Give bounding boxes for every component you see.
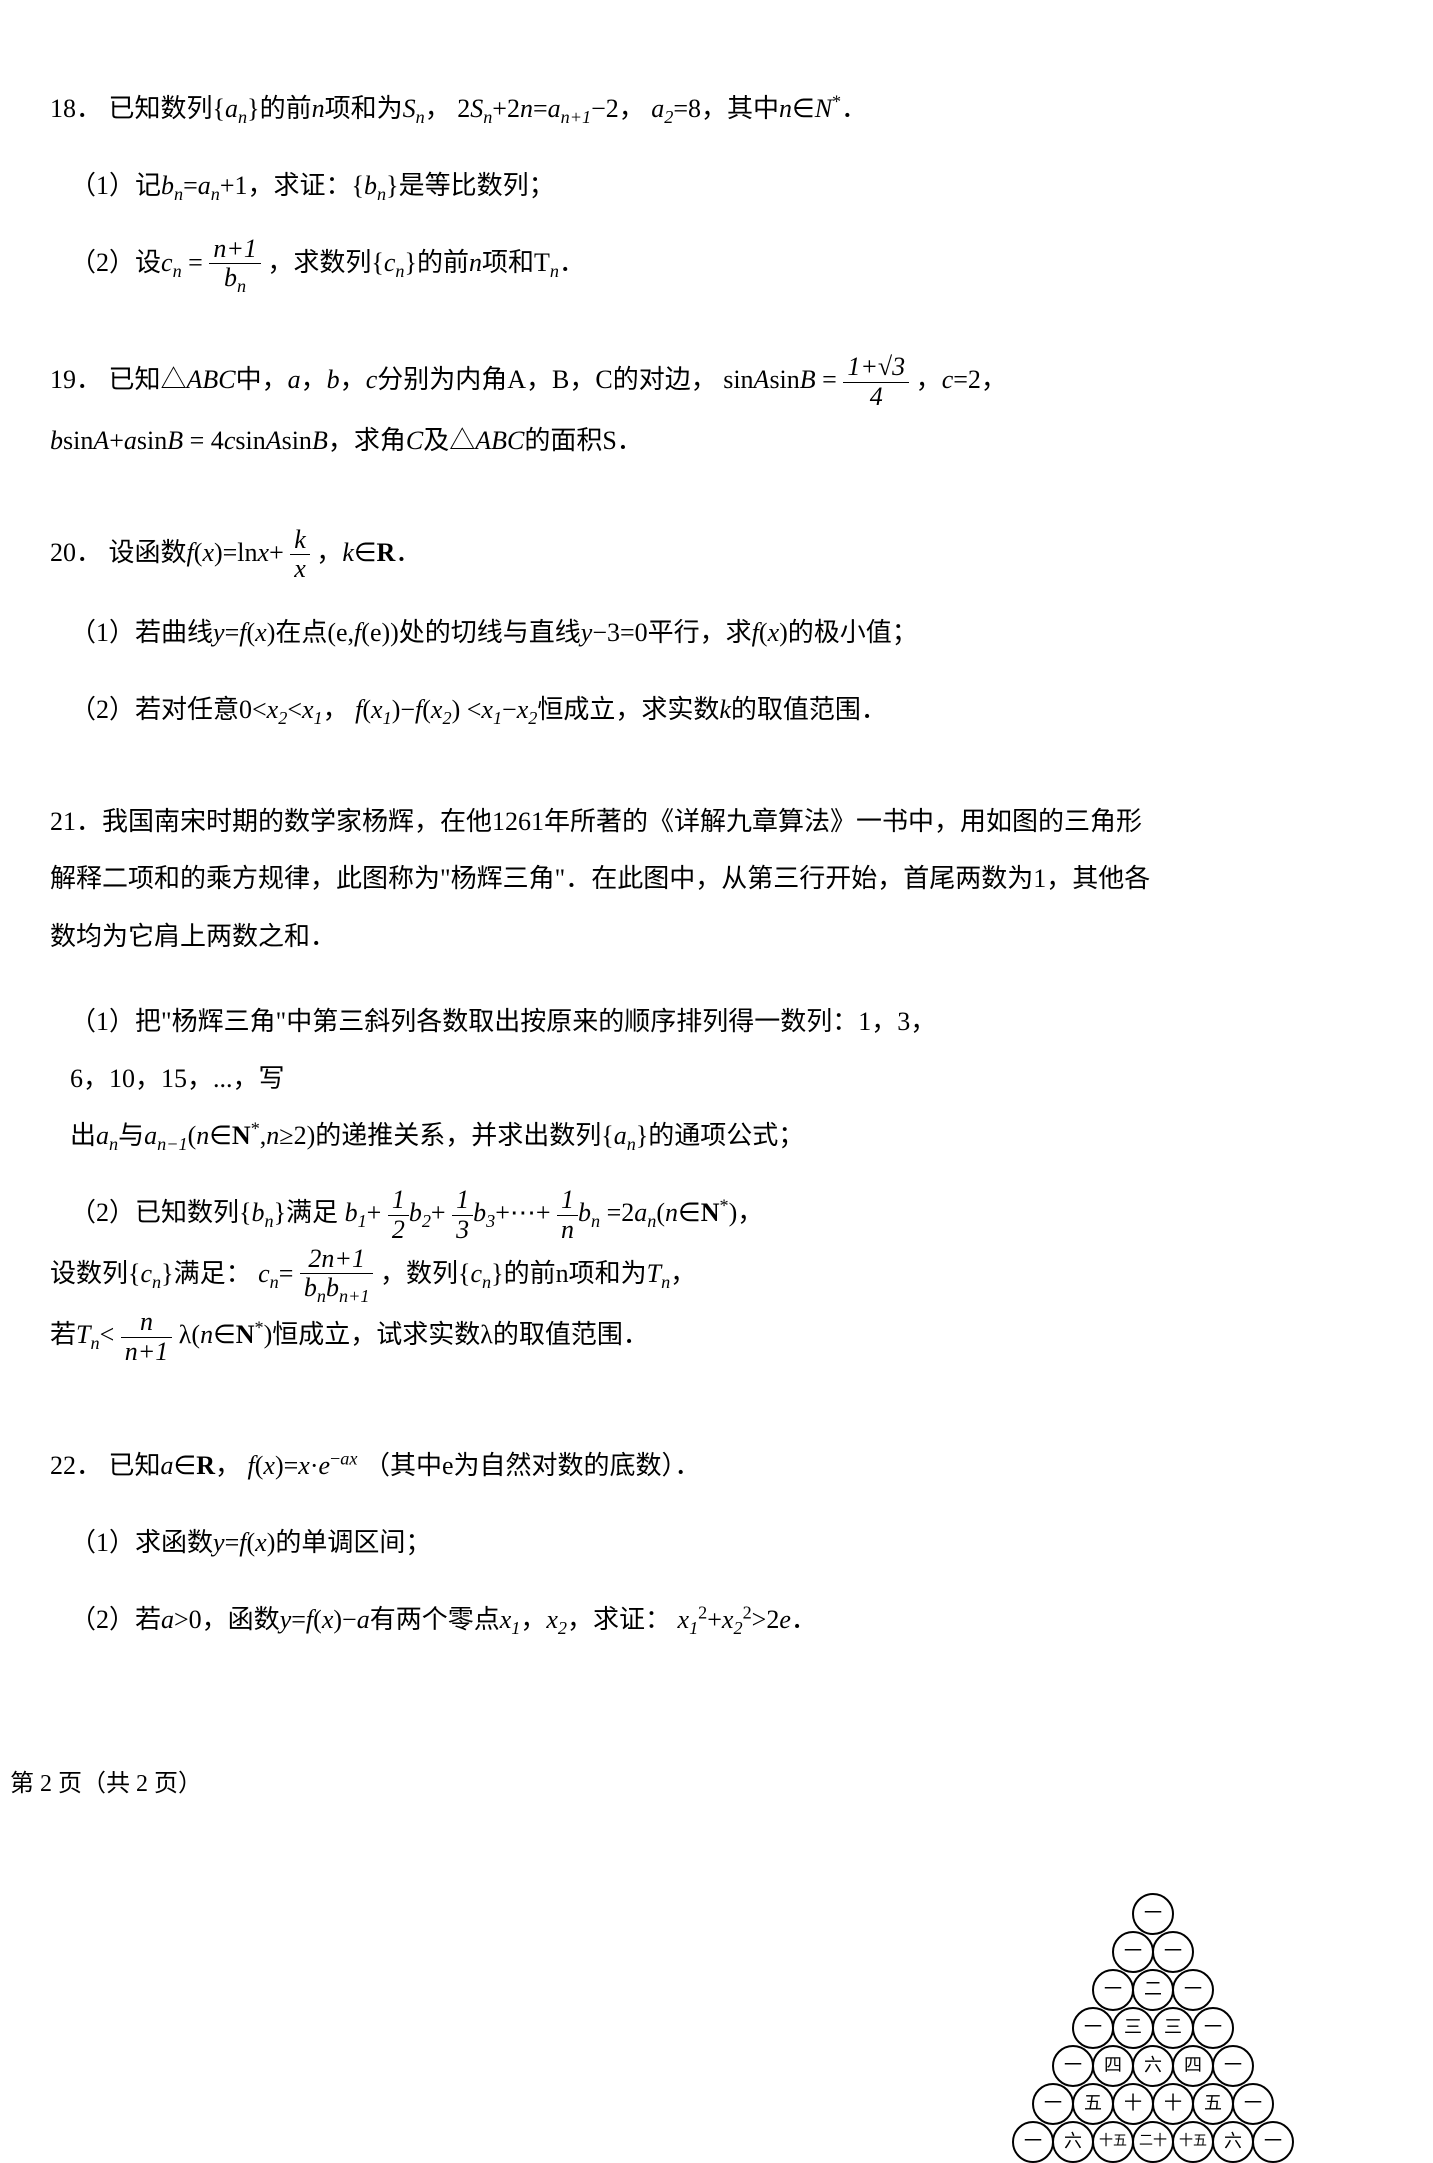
problem-stem: 20． 设函数f(x)=lnx+ kx ，k∈R． — [50, 524, 1383, 584]
page-footer: 第 2 页（共 2 页） — [10, 1758, 202, 1811]
triangle-node: 六 — [1052, 2121, 1094, 2163]
triangle-row: 一一 — [983, 1931, 1323, 1973]
triangle-node: 一 — [1092, 1969, 1134, 2011]
subproblem-20-1: （1）若曲线y=f(x)在点(e,f(e))处的切线与直线y−3=0平行，求f(… — [70, 604, 1383, 661]
triangle-node: 十 — [1152, 2083, 1194, 2125]
triangle-node: 一 — [1072, 2007, 1114, 2049]
triangle-node: 一 — [1052, 2045, 1094, 2087]
problem-stem: 21．我国南宋时期的数学家杨辉，在他1261年所著的《详解九章算法》一书中，用如… — [50, 793, 1383, 965]
triangle-node: 三 — [1152, 2007, 1194, 2049]
triangle-node: 十五 — [1172, 2121, 1214, 2163]
triangle-node: 一 — [1132, 1893, 1174, 1935]
problem-number: 19． — [50, 365, 102, 394]
problem-number: 21． — [50, 807, 102, 836]
triangle-node: 一 — [1172, 1969, 1214, 2011]
triangle-node: 一 — [1112, 1931, 1154, 1973]
subproblem-22-2: （2）若a>0，函数y=f(x)−a有两个零点x1，x2，求证： x12+x22… — [70, 1591, 1383, 1648]
triangle-node: 一 — [1012, 2121, 1054, 2163]
p21-part1-line1: （1）把"杨辉三角"中第三斜列各数取出按原来的顺序排列得一数列：1，3，6，10… — [70, 993, 970, 1107]
triangle-node: 一 — [1152, 1931, 1194, 1973]
triangle-node: 十 — [1112, 2083, 1154, 2125]
p21-stem-line3: 数均为它肩上两数之和． — [50, 908, 1383, 965]
triangle-node: 四 — [1092, 2045, 1134, 2087]
problem-number: 20． — [50, 538, 102, 567]
problem-19: 19． 已知△ABC中，a，b，c分别为内角A，B，C的对边， sinAsinB… — [50, 351, 1383, 468]
triangle-node: 二 — [1132, 1969, 1174, 2011]
subproblem-18-2: （2）设cn = n+1bn ，求数列{cn}的前n项和Tn． — [70, 234, 1383, 296]
triangle-node: 六 — [1132, 2045, 1174, 2087]
triangle-node: 五 — [1192, 2083, 1234, 2125]
problem-number: 22． — [50, 1451, 102, 1480]
triangle-node: 三 — [1112, 2007, 1154, 2049]
problem-21: 21．我国南宋时期的数学家杨辉，在他1261年所著的《详解九章算法》一书中，用如… — [50, 793, 1383, 1366]
problem-18: 18． 已知数列{an}的前n项和为Sn， 2Sn+2n=an+1−2， a2=… — [50, 80, 1383, 296]
subproblem-21-1: （1）把"杨辉三角"中第三斜列各数取出按原来的顺序排列得一数列：1，3，6，10… — [70, 993, 970, 1165]
triangle-node: 十五 — [1092, 2121, 1134, 2163]
problem-stem: 19． 已知△ABC中，a，b，c分别为内角A，B，C的对边， sinAsinB… — [50, 351, 1383, 411]
pascal-triangle-figure: 一一一一二一一三三一一四六四一一五十十五一一六十五二十十五六一 — [983, 1893, 1323, 2159]
triangle-row: 一三三一 — [983, 2007, 1323, 2049]
problem-stem: 22． 已知a∈R， f(x)=x·e−ax （其中e为自然对数的底数）． — [50, 1437, 1383, 1494]
p21-stem-line1: 我国南宋时期的数学家杨辉，在他1261年所著的《详解九章算法》一书中，用如图的三… — [102, 807, 1142, 836]
problem-stem: 18． 已知数列{an}的前n项和为Sn， 2Sn+2n=an+1−2， a2=… — [50, 80, 1383, 137]
triangle-node: 四 — [1172, 2045, 1214, 2087]
subproblem-18-1: （1）记bn=an+1，求证：{bn}是等比数列； — [70, 157, 1383, 214]
triangle-node: 一 — [1192, 2007, 1234, 2049]
triangle-row: 一五十十五一 — [983, 2083, 1323, 2125]
triangle-row: 一四六四一 — [983, 2045, 1323, 2087]
triangle-row: 一六十五二十十五六一 — [983, 2121, 1323, 2163]
subproblem-20-2: （2）若对任意0<x2<x1， f(x1)−f(x2) <x1−x2恒成立，求实… — [70, 681, 1383, 738]
triangle-row: 一 — [983, 1893, 1323, 1935]
problem-22: 22． 已知a∈R， f(x)=x·e−ax （其中e为自然对数的底数）． （1… — [50, 1437, 1383, 1649]
triangle-node: 一 — [1252, 2121, 1294, 2163]
p21-stem-line2: 解释二项和的乘方规律，此图称为"杨辉三角"．在此图中，从第三行开始，首尾两数为1… — [50, 850, 1383, 907]
problem-20: 20． 设函数f(x)=lnx+ kx ，k∈R． （1）若曲线y=f(x)在点… — [50, 524, 1383, 739]
triangle-node: 五 — [1072, 2083, 1114, 2125]
problem-19-line2: bsinA+asinB = 4csinAsinB，求角C及△ABC的面积S． — [50, 412, 1383, 469]
triangle-node: 二十 — [1132, 2121, 1174, 2163]
triangle-node: 一 — [1212, 2045, 1254, 2087]
triangle-node: 六 — [1212, 2121, 1254, 2163]
subproblem-22-1: （1）求函数y=f(x)的单调区间； — [70, 1514, 1383, 1571]
triangle-node: 一 — [1232, 2083, 1274, 2125]
triangle-node: 一 — [1032, 2083, 1074, 2125]
triangle-row: 一二一 — [983, 1969, 1323, 2011]
problem-number: 18． — [50, 94, 102, 123]
subproblem-21-2: （2）已知数列{bn}满足 b1+ 12b2+ 13b3+⋯+ 1nbn =2a… — [70, 1184, 970, 1366]
